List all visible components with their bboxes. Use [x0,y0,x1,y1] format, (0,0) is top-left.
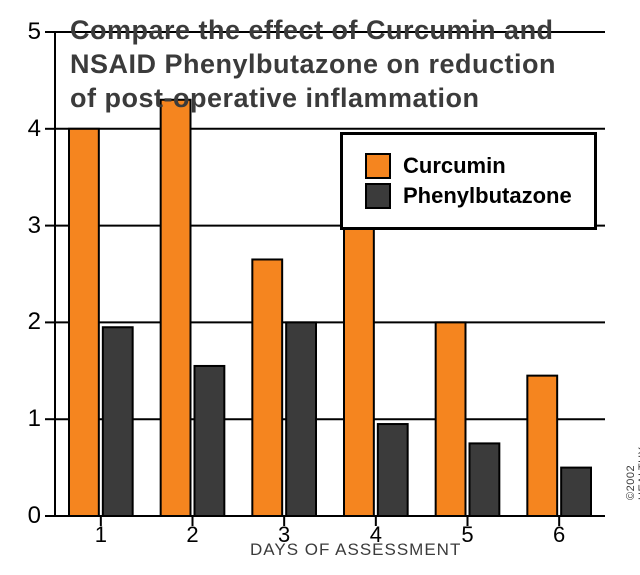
copyright-text: ©2002 HEALTHY SOURCE, LLC [625,446,640,500]
y-tick-label: 5 [1,18,41,46]
bar-curcumin-2 [161,100,191,516]
bar-curcumin-3 [252,259,282,516]
legend-swatch-curcumin [365,153,391,179]
bar-phenylbutazone-3 [286,322,316,516]
bar-phenylbutazone-5 [470,443,500,516]
legend-row-curcumin: Curcumin [365,153,572,179]
bar-curcumin-1 [69,129,99,516]
legend-swatch-phenylbutazone [365,183,391,209]
chart-container: Compare the effect of Curcumin and NSAID… [0,0,640,570]
bar-curcumin-5 [436,322,466,516]
y-tick-label: 0 [1,502,41,530]
x-tick-label: 1 [86,522,116,548]
legend: Curcumin Phenylbutazone [340,132,597,230]
y-tick-label: 3 [1,212,41,240]
x-tick-label: 4 [361,522,391,548]
bar-phenylbutazone-2 [195,366,225,516]
y-tick-label: 2 [1,308,41,336]
bar-curcumin-4 [344,216,374,516]
bar-phenylbutazone-6 [561,468,591,516]
bar-phenylbutazone-1 [103,327,133,516]
x-tick-label: 3 [269,522,299,548]
y-tick-label: 4 [1,115,41,143]
legend-label-phenylbutazone: Phenylbutazone [403,183,572,209]
x-tick-label: 6 [544,522,574,548]
y-tick-label: 1 [1,405,41,433]
x-tick-label: 5 [453,522,483,548]
legend-label-curcumin: Curcumin [403,153,506,179]
bar-curcumin-6 [527,376,557,516]
chart-title: Compare the effect of Curcumin and NSAID… [70,14,570,115]
x-tick-label: 2 [178,522,208,548]
legend-row-phenylbutazone: Phenylbutazone [365,183,572,209]
bar-phenylbutazone-4 [378,424,408,516]
